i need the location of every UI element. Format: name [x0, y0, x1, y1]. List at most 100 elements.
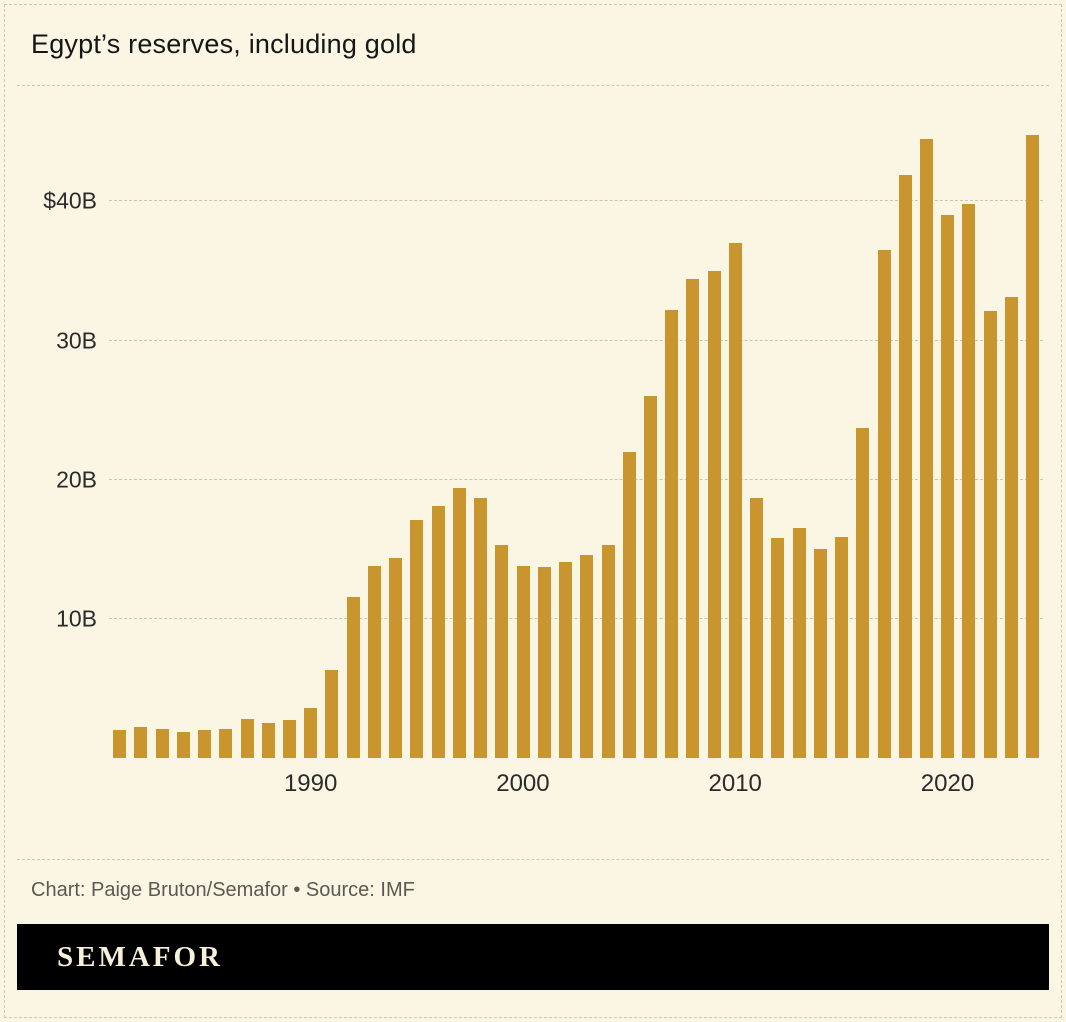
bar-2014 — [813, 549, 827, 758]
bar-slot — [682, 118, 703, 758]
bar-1991 — [325, 670, 339, 758]
bar-slot — [215, 118, 236, 758]
bar-slot — [406, 118, 427, 758]
bar-slot — [958, 118, 979, 758]
bar-1985 — [198, 730, 212, 758]
bar-slot — [725, 118, 746, 758]
bar-2011 — [750, 497, 764, 758]
bar-slot — [534, 118, 555, 758]
bar-slot — [916, 118, 937, 758]
gridline — [109, 200, 1043, 202]
bar-slot — [704, 118, 725, 758]
x-axis-label: 1990 — [283, 770, 338, 797]
gridline — [109, 339, 1043, 341]
bar-2007 — [665, 310, 679, 758]
bar-2003 — [580, 554, 594, 758]
bar-slot — [895, 118, 916, 758]
y-axis-label: 10B — [56, 605, 97, 632]
bar-slot — [767, 118, 788, 758]
bar-2020 — [941, 215, 955, 758]
bar-2021 — [962, 204, 976, 758]
bar-1986 — [219, 728, 233, 758]
bar-slot — [428, 118, 449, 758]
bar-slot — [470, 118, 491, 758]
bar-2008 — [686, 279, 700, 758]
bar-2000 — [516, 566, 530, 758]
bar-2017 — [877, 250, 891, 758]
chart-header: Egypt’s reserves, including gold — [5, 5, 1061, 85]
bar-slot — [279, 118, 300, 758]
bar-1998 — [474, 497, 488, 758]
bar-slot — [555, 118, 576, 758]
bar-2004 — [601, 545, 615, 758]
page-title: Egypt’s reserves, including gold — [31, 29, 417, 59]
bar-slot — [236, 118, 257, 758]
bar-2012 — [771, 538, 785, 758]
bar-slot — [576, 118, 597, 758]
bar-1990 — [304, 707, 318, 758]
bar-slot — [194, 118, 215, 758]
bar-slot — [937, 118, 958, 758]
x-axis: 1990 2000 2010 2020 — [109, 758, 1043, 806]
bar-slot — [597, 118, 618, 758]
bar-slot — [364, 118, 385, 758]
bar-slot — [640, 118, 661, 758]
y-axis-label: $40B — [43, 187, 97, 214]
bar-slot — [789, 118, 810, 758]
bar-1995 — [410, 520, 424, 758]
bar-slot — [1001, 118, 1022, 758]
bar-slot — [512, 118, 533, 758]
header-divider — [17, 85, 1049, 86]
x-axis-label: 2000 — [496, 770, 550, 797]
bars-container — [109, 118, 1043, 758]
bar-1983 — [155, 728, 169, 758]
bar-slot — [151, 118, 172, 758]
chart-bottom-gap — [31, 806, 1043, 859]
bar-1981 — [113, 730, 127, 758]
semafor-logo: SEMAFOR — [57, 940, 223, 973]
bar-2009 — [707, 271, 721, 758]
bar-2016 — [856, 428, 870, 758]
bar-1989 — [282, 720, 296, 758]
bar-2023 — [1004, 297, 1018, 758]
bar-2010 — [728, 243, 742, 758]
gridline — [109, 478, 1043, 480]
bar-slot — [873, 118, 894, 758]
bar-2005 — [622, 451, 636, 758]
chart-row: $40B 30B 20B 10B — [31, 118, 1043, 758]
page: Egypt’s reserves, including gold $40B 30B… — [5, 5, 1061, 1017]
bar-slot — [852, 118, 873, 758]
bar-slot — [449, 118, 470, 758]
bar-1994 — [389, 557, 403, 758]
bar-slot — [258, 118, 279, 758]
bar-slot — [321, 118, 342, 758]
bar-1997 — [452, 488, 466, 758]
plot-area — [109, 118, 1043, 758]
y-axis-label: 20B — [56, 466, 97, 493]
x-axis-label: 2020 — [920, 770, 975, 797]
semafor-logo-bar: SEMAFOR — [17, 924, 1049, 990]
credit-text: Chart: Paige Bruton/Semafor • Source: IM… — [31, 879, 415, 901]
bar-1987 — [240, 719, 254, 758]
bar-slot — [385, 118, 406, 758]
bar-slot — [980, 118, 1001, 758]
bar-slot — [491, 118, 512, 758]
bar-2019 — [920, 138, 934, 758]
bar-2002 — [559, 561, 573, 758]
bar-2015 — [835, 536, 849, 758]
bar-slot — [661, 118, 682, 758]
bar-1984 — [176, 731, 190, 758]
bar-slot — [173, 118, 194, 758]
bar-slot — [1022, 118, 1043, 758]
y-axis: $40B 30B 20B 10B — [31, 118, 101, 758]
bar-1982 — [134, 727, 148, 758]
bar-slot — [810, 118, 831, 758]
gridline — [109, 617, 1043, 619]
bar-2013 — [792, 528, 806, 758]
bar-2006 — [643, 396, 657, 758]
bar-slot — [109, 118, 130, 758]
chart: $40B 30B 20B 10B 1990 2000 2010 2020 — [5, 86, 1061, 859]
bar-slot — [130, 118, 151, 758]
bar-2018 — [898, 175, 912, 758]
bar-2001 — [537, 567, 551, 758]
